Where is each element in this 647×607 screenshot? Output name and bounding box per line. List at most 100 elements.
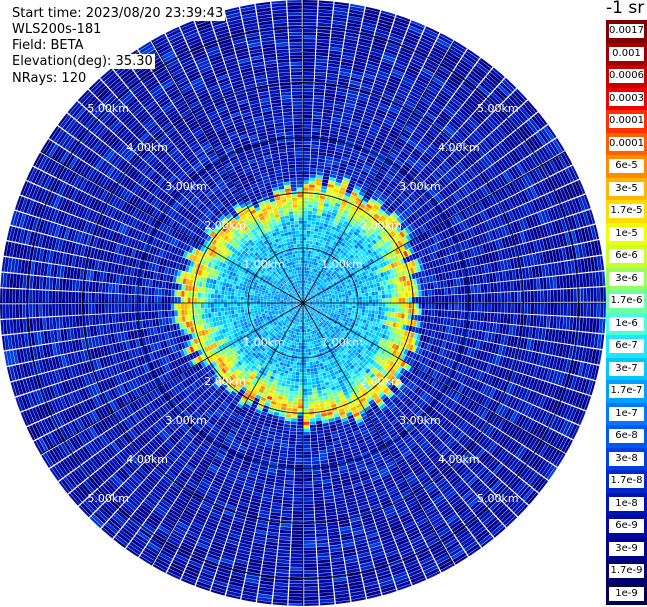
beta-cell [335,306,339,309]
beta-cell [314,280,318,284]
beta-cell [342,261,347,266]
beta-cell [596,303,601,318]
beta-cell [303,283,305,287]
beta-cell [390,192,398,200]
beta-cell [451,42,466,53]
beta-cell [352,170,361,176]
beta-cell [309,293,313,296]
beta-cell [389,75,402,83]
beta-cell [413,52,427,61]
beta-cell [413,148,423,157]
beta-cell [382,320,387,325]
beta-cell [316,171,324,176]
beta-cell [334,238,339,243]
beta-cell [333,205,340,211]
beta-cell [358,296,363,300]
beta-cell [325,272,330,276]
beta-cell [315,59,328,63]
beta-cell [420,37,434,47]
beta-cell [335,308,339,311]
beta-cell [314,245,319,249]
beta-cell [306,237,310,241]
beta-cell [356,317,361,321]
beta-cell [310,251,314,255]
beta-cell [442,26,458,37]
beta-cell [372,279,376,284]
beta-cell [361,312,365,316]
beta-cell [398,85,410,94]
beta-cell [414,290,419,297]
beta-cell [377,105,389,113]
beta-cell [353,244,359,249]
beta-cell [396,156,406,164]
beta-cell [487,312,491,322]
beta-cell [324,252,329,256]
beta-cell [374,201,382,208]
beta-cell [327,257,332,262]
beta-cell [369,197,377,204]
beta-cell [380,285,385,291]
beta-cell [342,223,348,229]
beta-cell [362,282,367,287]
beta-cell [358,38,372,45]
beta-cell [387,135,397,143]
beta-cell [435,153,445,163]
beta-cell [335,250,340,255]
beta-cell [353,146,362,152]
beta-cell [398,308,402,313]
beta-cell [321,182,328,187]
beta-cell [359,231,365,237]
beta-cell [321,258,326,262]
beta-cell [394,159,404,167]
beta-cell [318,229,323,233]
beta-cell [420,70,433,80]
beta-cell [314,194,320,199]
beta-cell [583,288,587,302]
beta-cell [400,287,405,293]
beta-cell [303,240,306,244]
beta-cell [407,120,418,128]
beta-cell [383,285,388,290]
beta-cell [406,31,421,40]
beta-cell [401,308,405,314]
beta-cell [317,162,325,166]
beta-cell [334,100,345,106]
beta-cell [383,51,397,59]
beta-cell [403,73,416,82]
beta-cell [304,270,307,274]
beta-cell [427,109,438,118]
beta-cell [311,144,319,149]
beta-cell [316,215,322,219]
beta-cell [504,303,508,313]
beta-cell [342,256,347,261]
beta-cell [306,295,309,298]
beta-cell [350,194,357,200]
beta-cell [308,194,314,198]
beta-cell [355,54,368,61]
beta-cell [325,276,329,280]
beta-cell [400,318,404,324]
beta-cell [446,318,451,326]
beta-cell [345,189,353,195]
beta-cell [569,317,574,331]
beta-cell [356,179,364,185]
beta-cell [349,297,353,301]
beta-cell [391,293,396,298]
beta-cell [349,220,355,226]
beta-cell [333,230,339,236]
beta-cell [350,121,361,127]
beta-cell [410,19,426,28]
beta-cell [433,155,443,165]
beta-cell [349,127,359,133]
beta-cell [402,41,417,49]
beta-cell [493,89,506,102]
beta-cell [305,283,307,287]
beta-cell [353,111,364,118]
beta-cell [351,118,362,124]
beta-cell [372,41,386,48]
beta-cell [398,292,402,298]
beta-cell [334,262,338,266]
beta-cell [339,249,345,254]
beta-cell [332,188,340,193]
beta-cell [315,65,327,70]
